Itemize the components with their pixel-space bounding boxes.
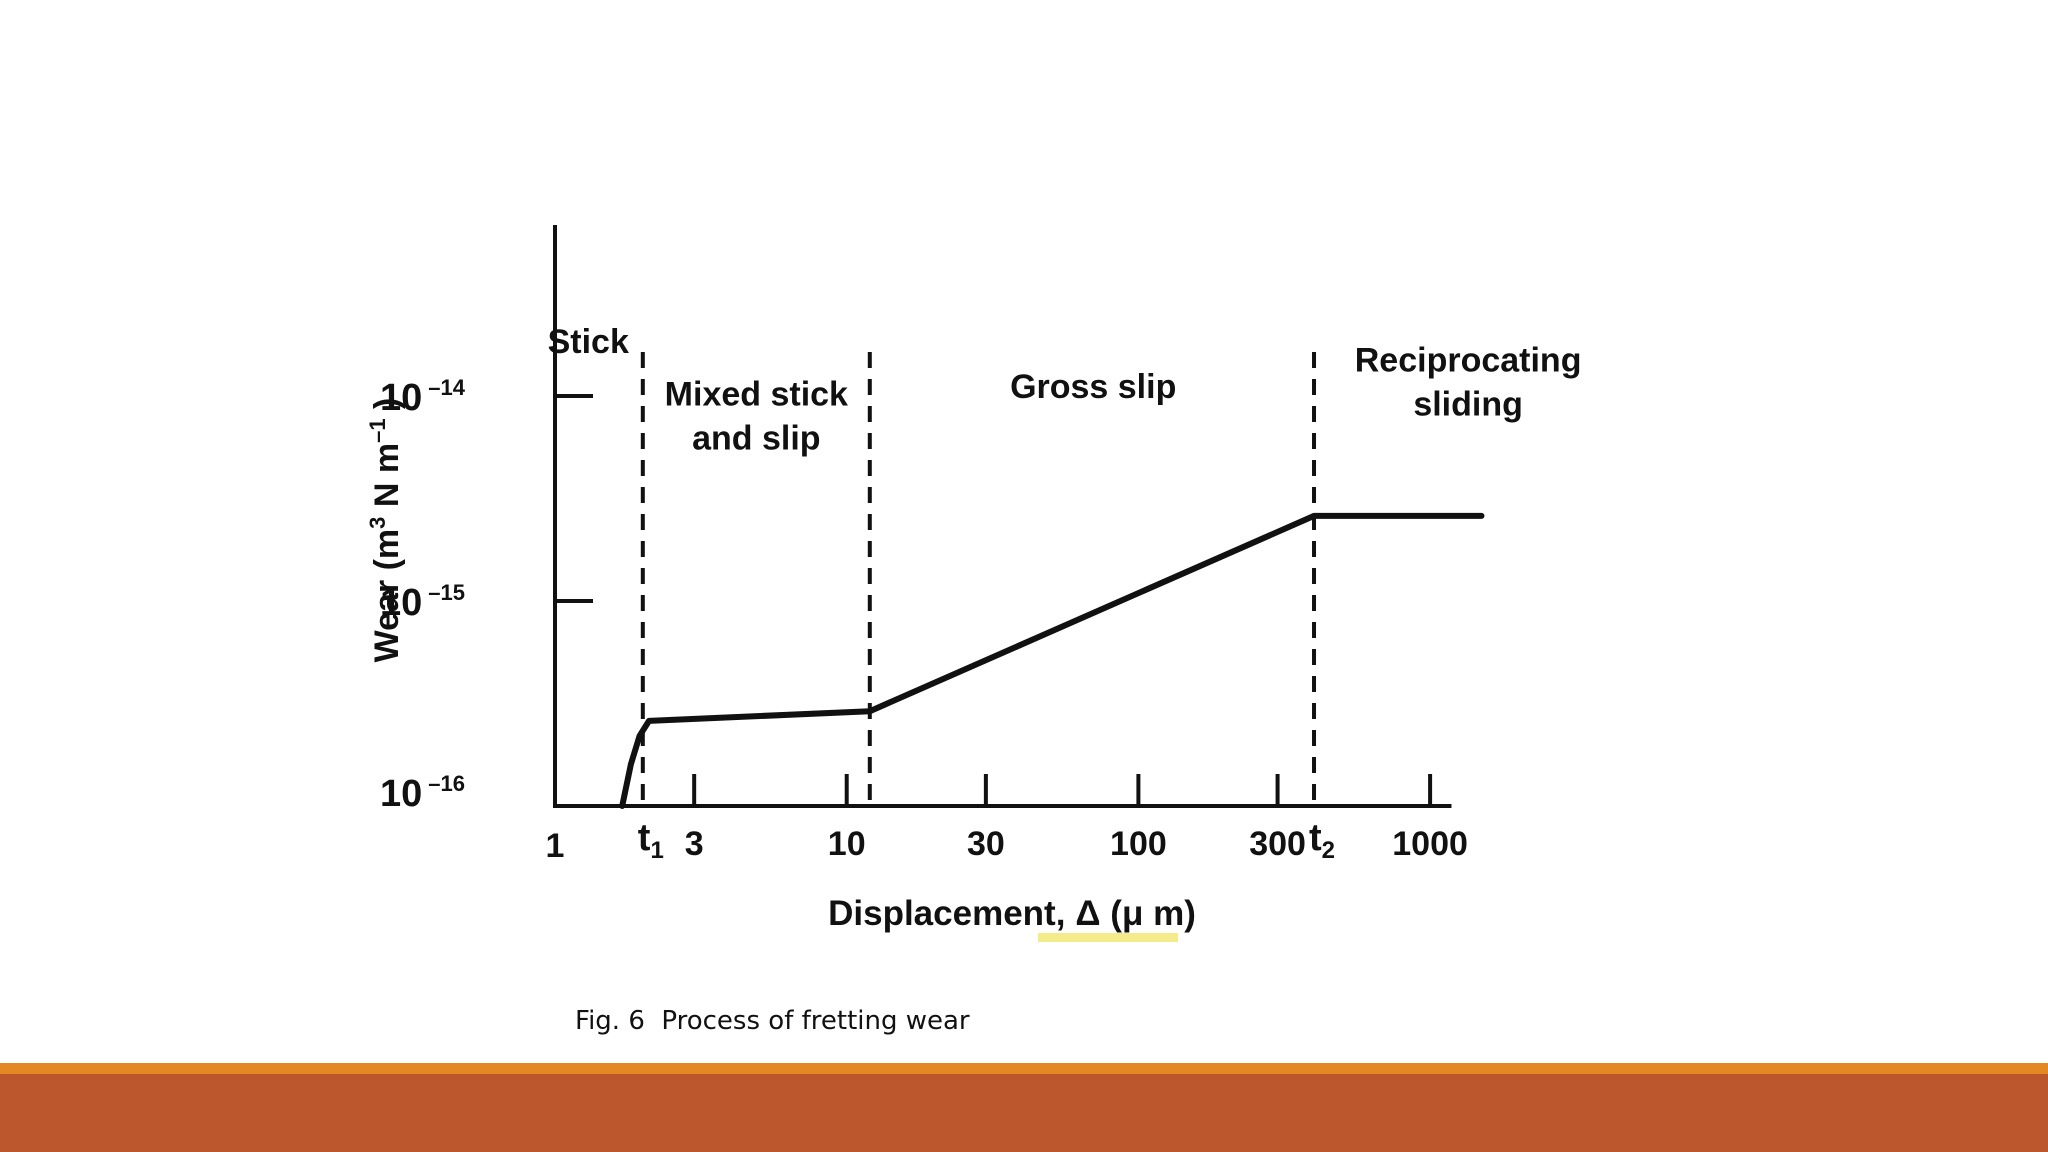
boundary-marker-sub: 1 — [650, 837, 663, 864]
y-axis-label-end: ) — [368, 398, 406, 419]
y-axis-label: Wear (m3 N m–1 ) — [365, 398, 406, 663]
region-label: Mixed stick — [665, 375, 848, 413]
region-label: Stick — [548, 323, 629, 361]
figure-caption: Fig. 6 Process of fretting wear — [575, 1006, 970, 1036]
y-axis-label-sup1: 3 — [365, 517, 390, 529]
y-axis-label-main: Wear (m — [368, 529, 406, 663]
y-tick-label-base: 10 — [380, 377, 422, 419]
footer-band — [0, 1074, 2048, 1152]
y-tick-label-base: 10 — [380, 582, 422, 624]
y-tick-label-base: 10 — [380, 773, 422, 815]
footer-accent-stripe — [0, 1063, 2048, 1074]
x-origin-label: 1 — [546, 827, 565, 865]
boundary-marker-base: t — [638, 817, 651, 859]
wear-curve — [619, 512, 1485, 809]
x-tick-label: 1000 — [1392, 825, 1468, 863]
x-tick-label: 30 — [967, 825, 1005, 863]
region-label: Gross slip — [1010, 368, 1176, 406]
boundary-marker-label: t1 — [638, 817, 664, 864]
x-tick-label: 300 — [1249, 825, 1306, 863]
y-tick-label: 10 –16 — [380, 771, 465, 815]
region-label: Reciprocating — [1355, 341, 1582, 379]
region-label: sliding — [1413, 385, 1523, 423]
region-label: and slip — [692, 419, 820, 457]
y-tick-label-exp: –15 — [428, 580, 465, 605]
y-axis-label-sup2: –1 — [365, 418, 390, 442]
y-tick-label-exp: –16 — [428, 771, 465, 796]
y-tick-label: 10 –15 — [380, 580, 465, 624]
x-axis-label-main: Displacement, — [828, 894, 1065, 933]
x-axis-label-symbol: Δ (μ m) — [1075, 894, 1195, 933]
svg-text:Displacement,Δ (μ m): Displacement, Δ (μ m) — [828, 894, 1196, 933]
x-axis-label: Displacement, Δ (μ m) — [828, 894, 1196, 942]
x-tick-label: 10 — [828, 825, 866, 863]
svg-text:Wear (m3 N m–1 ): Wear (m3 N m–1 ) — [365, 398, 406, 663]
boundary-marker-label: t2 — [1309, 817, 1335, 864]
y-tick-label: 10 –14 — [380, 375, 466, 419]
x-tick-label: 3 — [685, 825, 704, 863]
boundary-marker-sub: 2 — [1322, 837, 1335, 864]
boundary-marker-base: t — [1309, 817, 1322, 859]
x-tick-label: 100 — [1110, 825, 1167, 863]
y-axis-label-mid: N m — [368, 443, 406, 517]
x-axis-label-highlight — [1038, 933, 1178, 942]
y-tick-label-exp: –14 — [428, 375, 465, 400]
